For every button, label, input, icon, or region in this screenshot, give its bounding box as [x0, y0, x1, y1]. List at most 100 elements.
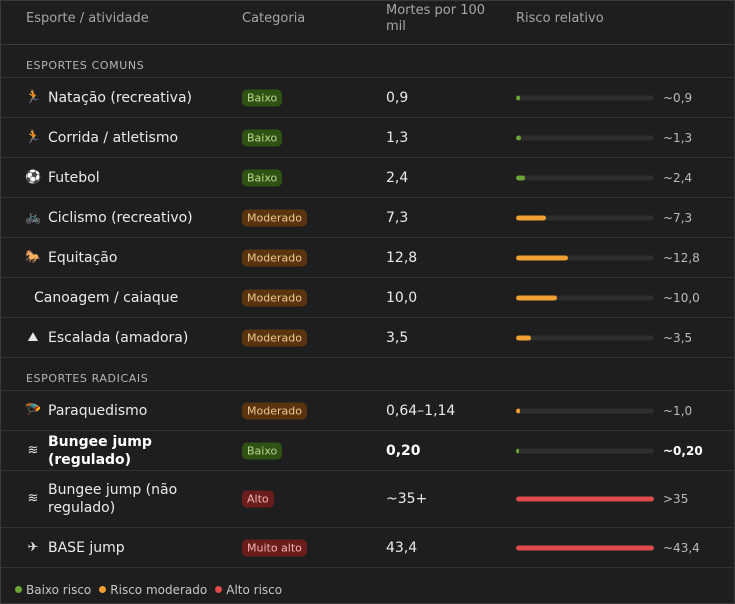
risk-bar: [516, 215, 654, 220]
section-header: ESPORTES RADICAIS: [1, 358, 734, 391]
deaths-value: 3,5: [386, 329, 409, 346]
table-row: 🐎 Equitação Moderado 12,8 ~12,8: [1, 238, 734, 278]
risk-bar: [516, 95, 654, 100]
header-category: Categoria: [242, 11, 306, 26]
category-badge: Moderado: [242, 402, 307, 419]
horse-icon: 🐎: [25, 249, 42, 265]
deaths-value: 43,4: [386, 539, 418, 556]
risk-approx: ~1,0: [663, 403, 693, 418]
category-badge: Alto: [242, 490, 274, 508]
category-badge: Baixo: [242, 129, 283, 146]
table-row: 🚲 Ciclismo (recreativo) Moderado 7,3 ~7,3: [1, 198, 734, 238]
risk-bar-fill: [516, 255, 569, 260]
activity-name: Equitação: [48, 249, 118, 266]
section-title: ESPORTES COMUNS: [26, 59, 145, 72]
risk-bar-fill: [516, 335, 532, 340]
section-title: ESPORTES RADICAIS: [26, 372, 149, 385]
table-row: 🏃 Natação (recreativa) Baixo 0,9 ~0,9: [1, 78, 734, 118]
category-badge: Moderado: [242, 209, 307, 226]
wave-icon: ≋: [27, 491, 39, 506]
activity-name: Paraquedismo: [48, 402, 148, 419]
risk-bar: [516, 175, 654, 180]
category-badge: Moderado: [242, 289, 307, 306]
risk-approx: ~12,8: [663, 250, 700, 265]
header-deaths: Mortes por 100 mil: [386, 3, 486, 34]
activity-name: Corrida / atletismo: [48, 129, 179, 146]
soccer-ball-icon: ⚽: [25, 169, 42, 185]
legend-label: Risco moderado: [110, 583, 208, 597]
activity-name: BASE jump: [48, 539, 125, 556]
deaths-value: 0,9: [386, 89, 409, 106]
activity-name: Ciclismo (recreativo): [48, 209, 193, 226]
activity-name: Futebol: [48, 169, 100, 186]
risk-bar: [516, 295, 654, 300]
activity-name: Bungee jump (não regulado): [48, 482, 178, 516]
table-row: 🪂 Paraquedismo Moderado 0,64–1,14 ~1,0: [1, 391, 734, 431]
activity-name: Canoagem / caiaque: [34, 289, 179, 306]
risk-bar: [516, 545, 654, 550]
legend-label: Alto risco: [226, 583, 283, 597]
deaths-value: 0,64–1,14: [386, 402, 456, 419]
runner-icon: 🏃: [25, 129, 42, 145]
risk-approx: ~43,4: [663, 540, 700, 555]
risk-approx: ~10,0: [663, 290, 700, 305]
risk-bar-fill: [516, 95, 520, 100]
risk-approx: >35: [663, 492, 689, 506]
table-row: 🏃 Corrida / atletismo Baixo 1,3 ~1,3: [1, 118, 734, 158]
risk-bar-fill: [516, 448, 519, 453]
section-header: ESPORTES COMUNS: [1, 45, 734, 78]
deaths-value: 7,3: [386, 209, 409, 226]
table-row: Canoagem / caiaque Moderado 10,0 ~10,0: [1, 278, 734, 318]
legend-label: Baixo risco: [26, 583, 92, 597]
risk-approx: ~7,3: [663, 210, 693, 225]
table-row: ⚽ Futebol Baixo 2,4 ~2,4: [1, 158, 734, 198]
risk-bar-fill: [516, 545, 654, 550]
risk-bar-fill: [516, 408, 520, 413]
risk-bar: [516, 408, 654, 413]
swimmer-icon: 🏃: [25, 89, 42, 105]
legend-dot-icon: [99, 586, 107, 593]
risk-bar-fill: [516, 135, 521, 140]
risk-bar: [516, 255, 654, 260]
risk-approx: ~0,20: [663, 443, 703, 458]
category-badge: Muito alto: [242, 539, 307, 556]
deaths-value: 2,4: [386, 169, 409, 186]
risk-bar-fill: [516, 295, 558, 300]
table-row: ≋ Bungee jump (regulado) Baixo 0,20 ~0,20: [1, 431, 734, 471]
legend-dot-icon: [15, 586, 22, 593]
deaths-value: 0,20: [386, 442, 421, 459]
legend-dot-icon: [215, 586, 223, 593]
legend-item: Risco moderado: [99, 583, 207, 597]
table-header: Esporte / atividade Categoria Mortes por…: [1, 1, 734, 45]
risk-bar: [516, 448, 654, 453]
risk-bar: [516, 135, 654, 140]
plane-icon: ✈: [27, 539, 39, 555]
risk-bar-fill: [516, 496, 654, 502]
mountain-icon: ⛰: [27, 329, 39, 345]
legend-item: Baixo risco: [15, 583, 91, 597]
legend: Baixo risco Risco moderado Alto risco: [15, 583, 290, 597]
activity-name: Bungee jump (regulado): [48, 433, 152, 468]
risk-bar: [516, 335, 654, 340]
risk-bar: [516, 496, 654, 502]
bicycle-icon: 🚲: [25, 209, 42, 225]
risk-approx: ~1,3: [663, 130, 693, 145]
category-badge: Baixo: [242, 169, 283, 186]
category-badge: Baixo: [242, 442, 283, 459]
risk-bar-fill: [516, 215, 547, 220]
wave-icon: ≋: [27, 442, 39, 458]
deaths-value: 1,3: [386, 129, 409, 146]
deaths-value: 10,0: [386, 289, 418, 306]
deaths-value: 12,8: [386, 249, 418, 266]
risk-approx: ~0,9: [663, 90, 693, 105]
table-row: ⛰ Escalada (amadora) Moderado 3,5 ~3,5: [1, 318, 734, 358]
category-badge: Moderado: [242, 329, 307, 346]
activity-name: Escalada (amadora): [48, 329, 189, 346]
table-row: ≋ Bungee jump (não regulado) Alto ~35+ >35: [1, 471, 734, 528]
risk-bar-fill: [516, 175, 525, 180]
category-badge: Baixo: [242, 89, 283, 106]
deaths-value: ~35+: [386, 491, 428, 507]
category-badge: Moderado: [242, 249, 307, 266]
header-activity: Esporte / atividade: [26, 11, 149, 26]
